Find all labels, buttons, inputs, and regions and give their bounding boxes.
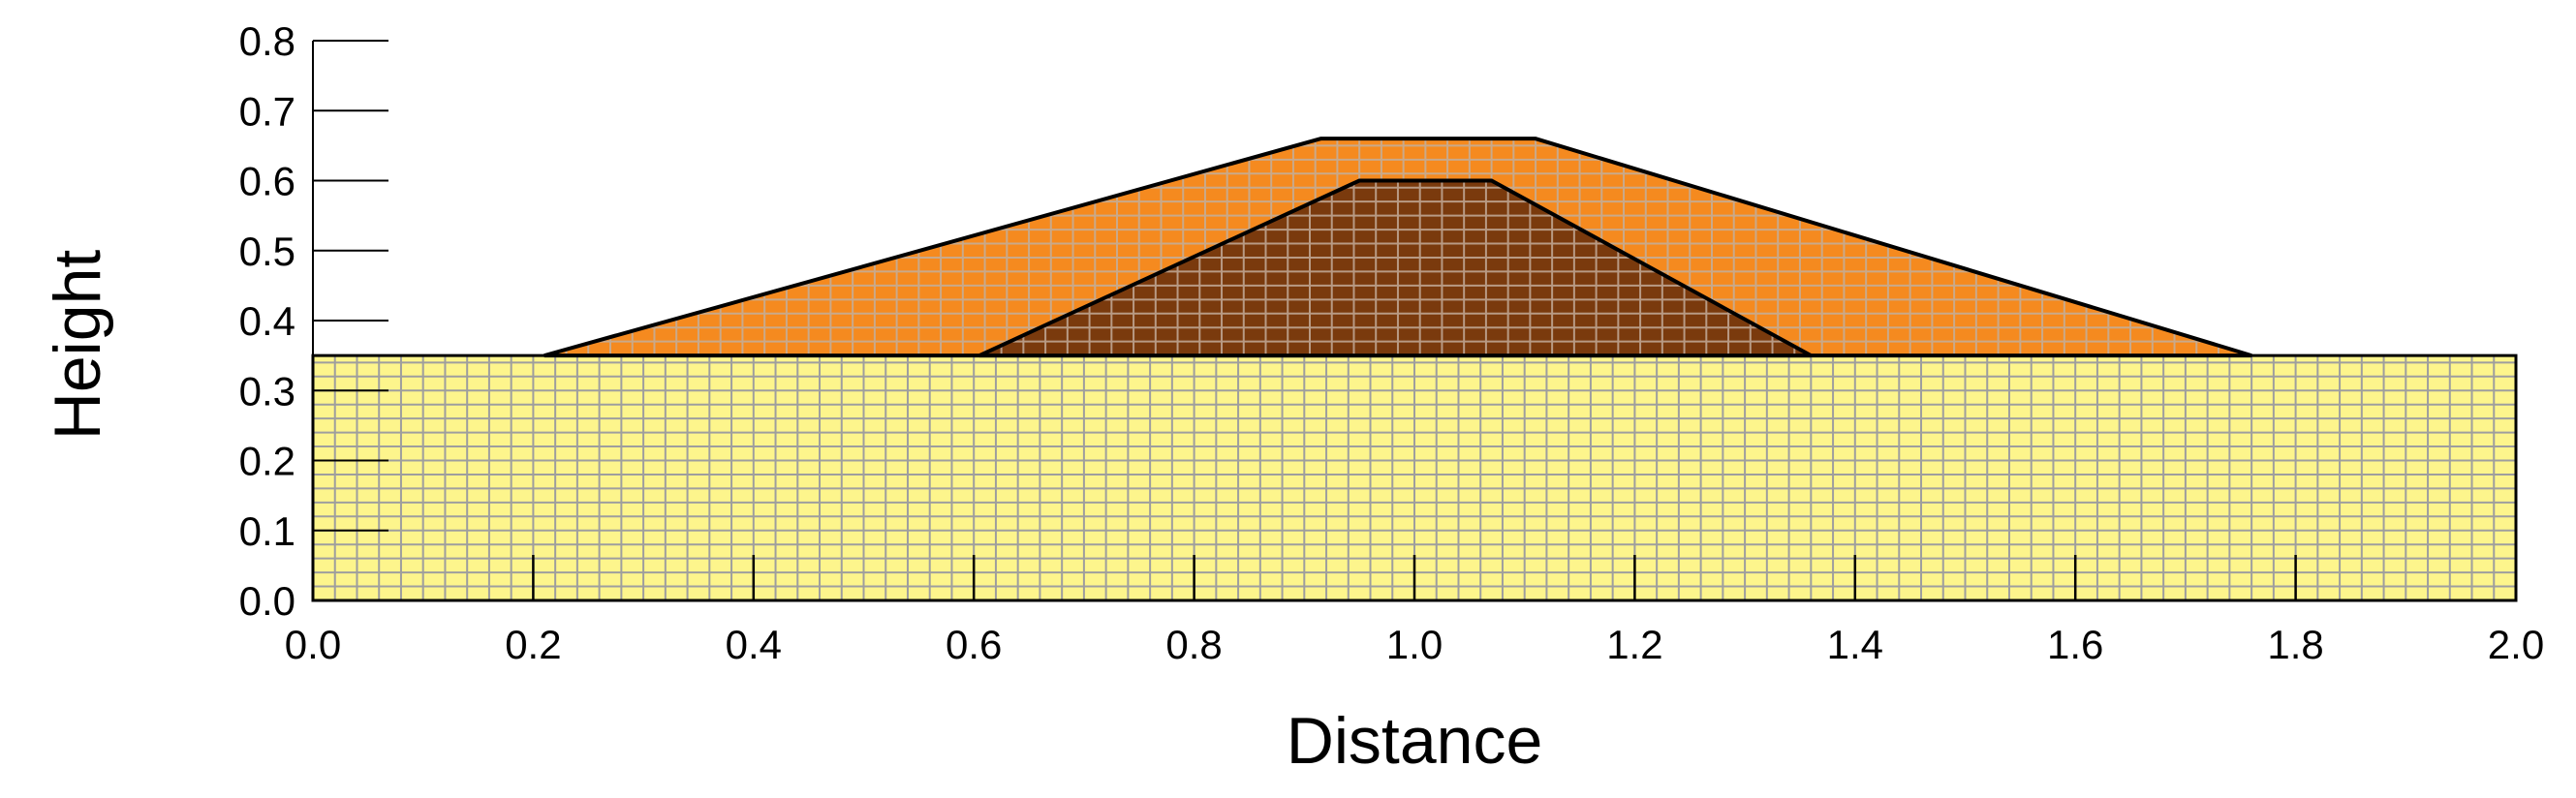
x-tick-label: 1.8	[2267, 622, 2323, 667]
x-tick-label: 1.6	[2047, 622, 2103, 667]
y-tick-label: 0.3	[239, 368, 295, 414]
x-axis-title: Distance	[1287, 704, 1543, 778]
y-tick-label: 0.4	[239, 298, 295, 344]
x-tick-label: 0.4	[726, 622, 782, 667]
axes-layer: 0.0 0.1 0.2 0.3 0.4 0.5 0.6 0.7 0.8 0.0 0.2 0.4 0.6 0…	[239, 18, 2545, 667]
y-tick-label: 0.1	[239, 508, 295, 554]
labels-layer: Distance Height	[41, 250, 1542, 778]
x-tick-label: 0.2	[505, 622, 561, 667]
y-tick-label: 0.2	[239, 439, 295, 484]
y-axis-title: Height	[41, 250, 114, 441]
region-embankment-core-outline	[978, 178, 1813, 358]
regions-layer	[311, 137, 2518, 602]
x-tick-label: 0.0	[285, 622, 341, 667]
y-tick-label: 0.5	[239, 229, 295, 274]
region-embankment-core-fill	[978, 180, 1812, 356]
x-tick-label: 1.4	[1827, 622, 1883, 667]
x-tick-label: 1.0	[1386, 622, 1443, 667]
y-tick-label: 0.8	[239, 18, 295, 64]
region-foundation-mesh	[313, 355, 2516, 600]
x-tick-label: 0.8	[1165, 622, 1222, 667]
x-tick-label: 0.6	[946, 622, 1002, 667]
y-tick-label: 0.0	[239, 578, 295, 624]
y-tick-label: 0.6	[239, 159, 295, 204]
x-tick-label: 2.0	[2488, 622, 2544, 667]
x-tick-label: 1.2	[1606, 622, 1662, 667]
y-tick-label: 0.7	[239, 88, 295, 134]
